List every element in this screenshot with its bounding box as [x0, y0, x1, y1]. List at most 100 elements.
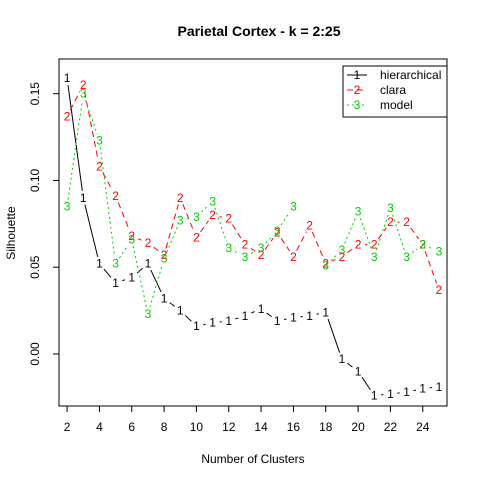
data-point-marker: 1: [419, 382, 426, 396]
series-segment: [200, 220, 209, 233]
series-segment: [411, 248, 418, 253]
series-segment: [316, 313, 320, 315]
series-segment: [84, 204, 99, 258]
series-segment: [392, 214, 405, 251]
x-tick-label: 10: [190, 420, 204, 434]
x-tick-label: 8: [161, 420, 168, 434]
data-point-marker: 2: [258, 248, 265, 262]
data-point-marker: 2: [112, 189, 119, 203]
legend-marker: 3: [354, 98, 361, 112]
legend-label: hierarchical: [380, 68, 441, 82]
data-point-marker: 1: [436, 380, 443, 394]
data-point-marker: 2: [355, 238, 362, 252]
data-point-marker: 2: [403, 215, 410, 229]
data-point-marker: 3: [403, 250, 410, 264]
series-segment: [184, 315, 192, 322]
data-point-marker: 3: [258, 241, 265, 255]
legend-marker: 1: [354, 68, 361, 82]
series-segment: [69, 91, 81, 111]
series-segment: [330, 254, 338, 261]
data-point-marker: 3: [225, 241, 232, 255]
data-point-marker: 1: [322, 305, 329, 319]
series-segment: [331, 259, 336, 262]
data-point-marker: 1: [403, 385, 410, 399]
y-axis-title: Silhouette: [4, 206, 18, 260]
y-axis: 0.00 0.05 0.10 0.15: [28, 82, 59, 366]
data-point-marker: 3: [436, 245, 443, 259]
data-point-marker: 1: [274, 314, 281, 328]
data-point-marker: 2: [436, 283, 443, 297]
plot-frame: [58, 58, 448, 407]
series-segment: [296, 231, 307, 251]
legend-label: model: [380, 98, 413, 112]
series-segment: [428, 246, 433, 250]
data-point-marker: 3: [419, 238, 426, 252]
data-point-marker: 2: [387, 215, 394, 229]
data-point-marker: 3: [387, 201, 394, 215]
series-segment: [99, 147, 116, 257]
series-segment: [265, 235, 273, 244]
series-segment: [153, 246, 159, 252]
data-point-marker: 1: [371, 389, 378, 403]
x-axis-title: Number of Clusters: [201, 452, 304, 466]
data-point-marker: 2: [306, 219, 313, 233]
series-segment: [361, 376, 371, 391]
x-tick-label: 16: [287, 420, 301, 434]
y-tick-label: 0.15: [28, 82, 42, 106]
series-segment: [410, 227, 420, 240]
data-point-marker: 1: [306, 309, 313, 323]
series-segment: [67, 100, 83, 200]
x-tick-label: 12: [222, 420, 236, 434]
data-point-marker: 1: [387, 387, 394, 401]
data-point-marker: 3: [322, 258, 329, 272]
series-segment: [250, 248, 256, 252]
data-point-marker: 2: [274, 226, 281, 240]
x-tick-label: 24: [416, 420, 430, 434]
data-point-marker: 3: [161, 252, 168, 266]
data-point-marker: 2: [80, 78, 87, 92]
y-tick-label: 0.05: [28, 255, 42, 279]
series-segment: [132, 246, 147, 308]
data-point-marker: 2: [96, 160, 103, 174]
data-point-marker: 1: [209, 316, 216, 330]
data-point-marker: 3: [80, 87, 87, 101]
data-point-marker: 2: [322, 257, 329, 271]
series-segment: [347, 362, 353, 368]
data-point-marker: 3: [96, 134, 103, 148]
x-tick-label: 6: [128, 420, 135, 434]
data-point-marker: 2: [419, 238, 426, 252]
series-segment: [250, 250, 256, 254]
legend-marker: 2: [354, 83, 361, 97]
data-point-marker: 3: [339, 243, 346, 257]
x-tick-label: 4: [96, 420, 103, 434]
data-point-marker: 3: [290, 199, 297, 213]
data-point-marker: 2: [193, 231, 200, 245]
series-segment: [232, 224, 242, 239]
series-segment: [344, 217, 356, 244]
data-point-marker: 2: [177, 191, 184, 205]
series-segment: [359, 218, 373, 251]
data-point-marker: 1: [161, 291, 168, 305]
data-point-marker: 1: [80, 191, 87, 205]
data-point-marker: 2: [145, 236, 152, 250]
series-segment: [119, 244, 129, 259]
x-axis: 2 4 6 8 10 12 14 16 18 20 22 24: [64, 406, 430, 434]
series-segment: [234, 250, 239, 254]
series-segment: [150, 269, 162, 293]
x-tick-label: 2: [64, 420, 71, 434]
data-point-marker: 3: [128, 232, 135, 246]
x-tick-label: 22: [384, 420, 398, 434]
data-point-marker: 2: [242, 238, 249, 252]
series-segment: [203, 323, 206, 326]
data-point-marker: 2: [161, 248, 168, 262]
data-point-marker: 1: [355, 364, 362, 378]
series-segment: [280, 238, 290, 252]
data-point-marker: 3: [209, 194, 216, 208]
x-tick-label: 20: [351, 420, 365, 434]
series-segment: [165, 204, 179, 249]
data-point-marker: 1: [96, 257, 103, 271]
data-point-marker: 3: [177, 213, 184, 227]
